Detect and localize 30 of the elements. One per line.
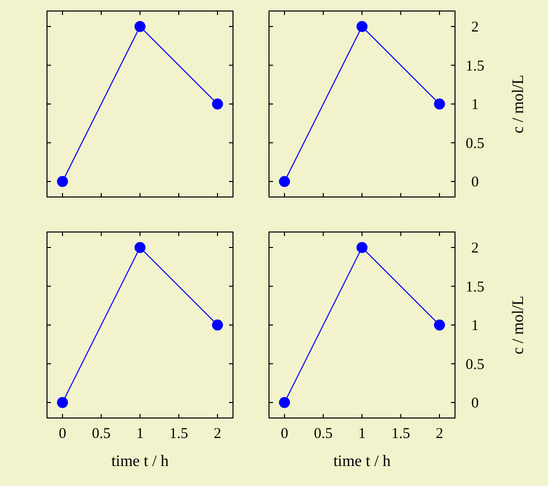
y-tick-label: 2 (471, 20, 479, 36)
y-tick-label: 1 (471, 97, 479, 113)
x-tick-label: 1.5 (169, 426, 188, 442)
point (434, 98, 445, 110)
x-tick-label: 0.5 (92, 426, 111, 442)
y-axis-title: c / mol/L (510, 296, 527, 354)
y-tick-label: 1 (471, 318, 479, 334)
y-tick-label: 0 (471, 396, 479, 412)
x-axis-title: time t / h (111, 453, 169, 470)
x-tick-label: 2 (436, 426, 444, 442)
point (434, 320, 445, 330)
y-axis-title: c / mol/L (510, 74, 527, 134)
y-tick-label: 1.5 (466, 279, 484, 296)
x-tick-label: 1 (136, 426, 144, 442)
y-tick-label: 0.5 (466, 136, 484, 152)
point (279, 397, 290, 408)
x-tick-label: 2 (214, 426, 222, 442)
y-tick-label: 0 (471, 174, 479, 190)
x-tick-label: 1.5 (391, 426, 410, 442)
y-tick-label: 2 (471, 240, 479, 256)
point (356, 21, 368, 32)
x-tick-label: 0 (58, 426, 66, 442)
x-tick-label: 1 (358, 426, 366, 442)
x-axis-title: time t / h (333, 453, 391, 470)
x-tick-label: 0 (280, 426, 288, 442)
y-tick-label: 1.5 (466, 58, 484, 74)
x-tick-label: 0.5 (314, 426, 333, 442)
point (356, 242, 368, 253)
point (279, 176, 290, 187)
y-tick-label: 0.5 (466, 356, 484, 373)
